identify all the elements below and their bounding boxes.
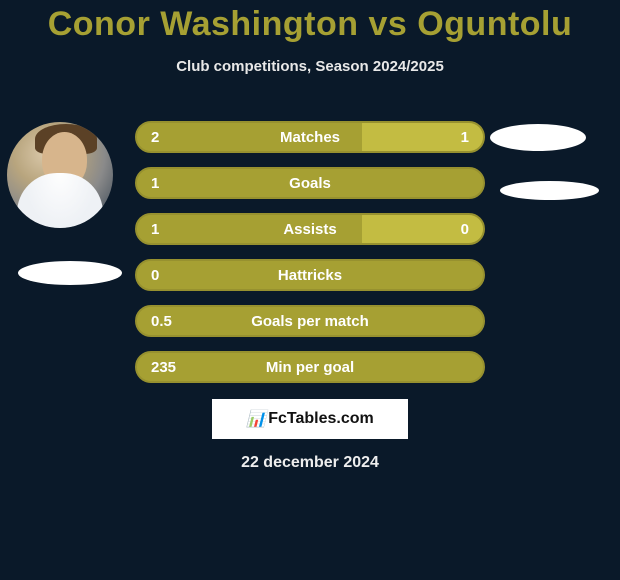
stat-label: Goals xyxy=(289,175,331,192)
stat-value-left: 235 xyxy=(151,359,176,376)
stat-value-left: 0.5 xyxy=(151,313,172,330)
player-right-shadow-1 xyxy=(490,124,586,151)
stat-label: Hattricks xyxy=(278,267,342,284)
player-left-shadow xyxy=(18,261,122,285)
stat-row: 0 Hattricks xyxy=(135,259,485,291)
stat-row: 235 Min per goal xyxy=(135,351,485,383)
player-right-shadow-2 xyxy=(500,181,599,200)
stat-value-left: 1 xyxy=(151,221,159,238)
date-label: 22 december 2024 xyxy=(0,454,620,472)
avatar-head-shape xyxy=(42,132,87,187)
stat-value-right: 0 xyxy=(461,221,469,238)
stat-label: Goals per match xyxy=(251,313,369,330)
stat-value-right: 1 xyxy=(461,129,469,146)
player-left-avatar xyxy=(7,122,113,228)
badge-label: FcTables.com xyxy=(268,410,374,428)
page-title: Conor Washington vs Oguntolu xyxy=(0,5,620,44)
stat-row: 2 Matches 1 xyxy=(135,121,485,153)
stat-label: Matches xyxy=(280,129,340,146)
stat-value-left: 0 xyxy=(151,267,159,284)
stats-panel: 2 Matches 1 1 Goals 1 Assists 0 0 Hattricks 0.5 Goa… xyxy=(135,121,485,397)
stat-row: 0.5 Goals per match xyxy=(135,305,485,337)
stat-value-left: 2 xyxy=(151,129,159,146)
subtitle-text: Club competitions, Season 2024/2025 xyxy=(0,58,620,75)
stat-row: 1 Assists 0 xyxy=(135,213,485,245)
stat-row: 1 Goals xyxy=(135,167,485,199)
stat-label: Min per goal xyxy=(266,359,354,376)
chart-icon: 📊 xyxy=(246,409,264,429)
stat-label: Assists xyxy=(283,221,336,238)
source-badge[interactable]: 📊 FcTables.com xyxy=(210,397,410,441)
stat-value-left: 1 xyxy=(151,175,159,192)
